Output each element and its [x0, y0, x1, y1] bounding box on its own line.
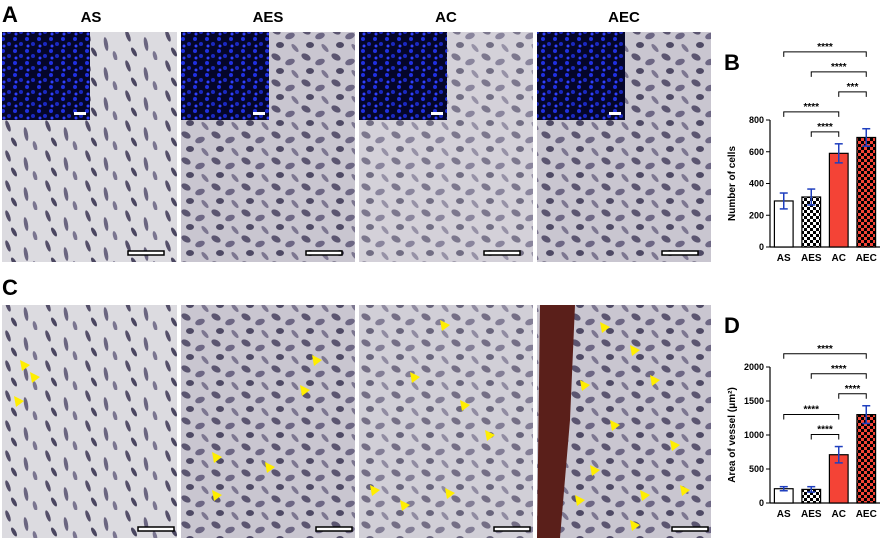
panel-label: C [2, 275, 18, 300]
significance-bracket [783, 353, 867, 359]
error-bar [834, 143, 843, 164]
y-axis-label: Area of vessel (μm²) [727, 387, 738, 483]
panel-label: D [724, 313, 740, 338]
error-bar [862, 405, 871, 425]
significance-label: *** [847, 82, 859, 93]
column-label: AS [81, 9, 102, 26]
significance-bracket [810, 434, 840, 440]
error-bar [807, 188, 816, 206]
error-bar [807, 485, 816, 493]
y-tick-label: 1500 [744, 396, 764, 406]
bar [856, 136, 877, 248]
column-label: AEC [608, 9, 640, 26]
x-tick-label: AC [832, 253, 846, 264]
error-bar [834, 445, 843, 464]
significance-bracket [783, 111, 840, 117]
error-bar [862, 127, 871, 147]
significance-label: **** [817, 42, 833, 53]
significance-label: **** [817, 122, 833, 133]
y-tick-label: 0 [759, 498, 764, 508]
y-tick-label: 2000 [744, 362, 764, 372]
significance-label: **** [817, 344, 833, 355]
x-tick-label: AEC [856, 253, 877, 264]
micrographs-c [2, 305, 711, 538]
bar [828, 152, 849, 248]
y-axis-label: Number of cells [727, 146, 738, 221]
y-tick-label: 500 [749, 464, 764, 474]
significance-label: **** [845, 384, 861, 395]
x-tick-label: AES [801, 253, 822, 264]
panel-label: B [724, 50, 740, 75]
y-tick-label: 1000 [744, 430, 764, 440]
significance-bracket [838, 91, 867, 97]
y-tick-label: 800 [749, 115, 764, 125]
y-tick-label: 600 [749, 147, 764, 157]
x-tick-label: AES [801, 509, 822, 520]
x-tick-label: AC [832, 509, 846, 520]
micrographs-a [2, 32, 711, 262]
significance-bracket [838, 393, 867, 399]
error-bar [779, 485, 788, 492]
x-tick-label: AEC [856, 509, 877, 520]
significance-label: **** [817, 425, 833, 436]
column-label: AC [435, 9, 457, 26]
significance-bracket [783, 414, 840, 420]
error-bar [779, 192, 788, 210]
column-label: AES [253, 9, 284, 26]
bar [856, 414, 877, 504]
significance-label: **** [831, 364, 847, 375]
significance-label: **** [803, 102, 819, 113]
y-tick-label: 0 [759, 242, 764, 252]
significance-label: **** [803, 405, 819, 416]
significance-bracket [810, 131, 840, 137]
y-tick-label: 200 [749, 210, 764, 220]
significance-bracket [810, 373, 867, 379]
y-tick-label: 400 [749, 179, 764, 189]
x-tick-label: AS [777, 253, 791, 264]
significance-label: **** [831, 62, 847, 73]
significance-bracket [810, 71, 867, 77]
significance-bracket [783, 51, 867, 57]
panel-label: A [2, 2, 18, 27]
x-tick-label: AS [777, 509, 791, 520]
